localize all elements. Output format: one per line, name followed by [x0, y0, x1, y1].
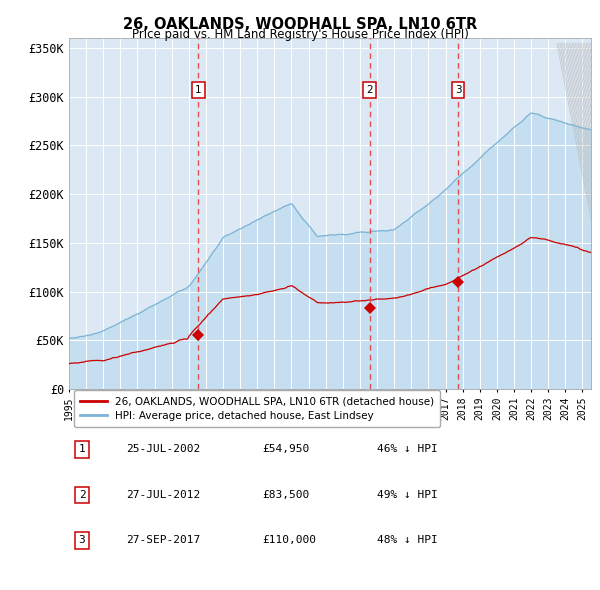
Text: £110,000: £110,000 — [262, 535, 316, 545]
Text: Price paid vs. HM Land Registry's House Price Index (HPI): Price paid vs. HM Land Registry's House … — [131, 28, 469, 41]
Legend: 26, OAKLANDS, WOODHALL SPA, LN10 6TR (detached house), HPI: Average price, detac: 26, OAKLANDS, WOODHALL SPA, LN10 6TR (de… — [74, 391, 440, 427]
Text: £54,950: £54,950 — [262, 444, 310, 454]
Text: 1: 1 — [195, 85, 202, 95]
Text: 2: 2 — [79, 490, 85, 500]
Text: 26, OAKLANDS, WOODHALL SPA, LN10 6TR: 26, OAKLANDS, WOODHALL SPA, LN10 6TR — [123, 17, 477, 31]
Text: £83,500: £83,500 — [262, 490, 310, 500]
Text: 3: 3 — [79, 535, 85, 545]
Text: 27-SEP-2017: 27-SEP-2017 — [127, 535, 200, 545]
Text: 25-JUL-2002: 25-JUL-2002 — [127, 444, 200, 454]
Text: 2: 2 — [367, 85, 373, 95]
Text: 49% ↓ HPI: 49% ↓ HPI — [377, 490, 438, 500]
Text: 48% ↓ HPI: 48% ↓ HPI — [377, 535, 438, 545]
Text: 3: 3 — [455, 85, 461, 95]
Text: 27-JUL-2012: 27-JUL-2012 — [127, 490, 200, 500]
Text: 1: 1 — [79, 444, 85, 454]
Text: 46% ↓ HPI: 46% ↓ HPI — [377, 444, 438, 454]
